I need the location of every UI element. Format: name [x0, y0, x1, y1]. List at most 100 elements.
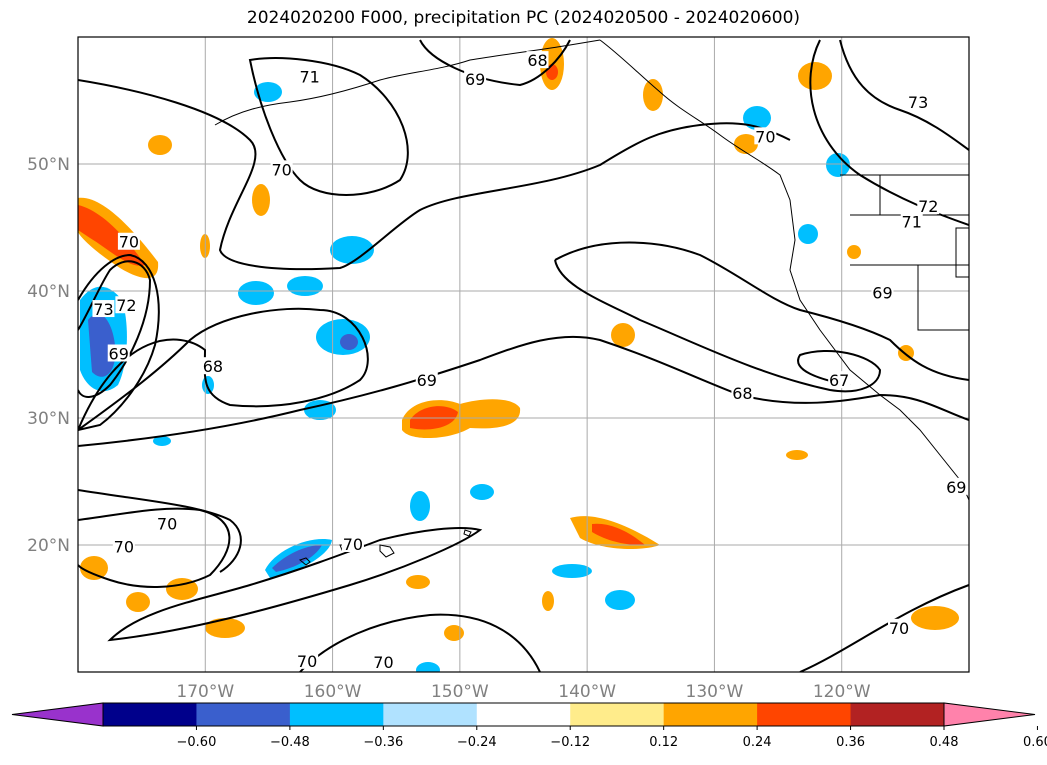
lon-tick-label: 150°W — [431, 682, 489, 702]
negative-precip-area — [272, 545, 322, 572]
colorbar-tick-label: 0.36 — [836, 735, 865, 750]
contour-lines — [78, 39, 969, 672]
contour-label: 72 — [116, 296, 136, 315]
contour-label-bg — [112, 537, 135, 555]
contour-label-bg — [887, 618, 910, 636]
positive-precip-area — [406, 575, 430, 589]
colorbar-segment — [570, 703, 665, 726]
negative-precip-area — [202, 376, 214, 394]
colorbar: −0.60 −0.48 −0.36 −0.24 −0.12 0.12 0.24 0.36 0.4… — [11, 702, 1047, 750]
contour-label: 69 — [417, 371, 437, 390]
colorbar-tick-label: 0.24 — [743, 735, 772, 750]
colorbar-tick-label: −0.60 — [177, 735, 217, 750]
axis-labels: 170°W 160°W 150°W 140°W 130°W 120°W 20°N 30°N 40… — [27, 155, 871, 702]
colorbar-extend-max — [943, 702, 1036, 727]
contour-label: 70 — [297, 652, 317, 671]
contour-label-bg — [117, 232, 140, 250]
negative-precip-area — [416, 662, 440, 672]
lat-tick-label: 40°N — [27, 282, 70, 302]
colorbar-segment — [103, 703, 197, 726]
contour-label: 70 — [343, 535, 363, 554]
contour-label-bg — [201, 357, 224, 375]
colorbar-segment — [196, 703, 291, 726]
colorbar-tick-label: −0.24 — [457, 735, 497, 750]
coastlines — [214, 39, 969, 566]
positive-precip-area — [592, 523, 645, 546]
negative-precip-area — [605, 590, 635, 610]
negative-precip-area — [552, 564, 592, 578]
contour-label-bg — [270, 160, 293, 178]
colorbar-tick-label: 0.48 — [930, 735, 959, 750]
contour-label: 70 — [889, 619, 909, 638]
contour-label: 70 — [271, 160, 291, 179]
lat-tick-label: 50°N — [27, 155, 70, 175]
contour-label: 69 — [872, 284, 892, 303]
colorbar-tick-label: −0.36 — [363, 735, 403, 750]
contour-label-bg — [917, 197, 940, 215]
contour-label-bg — [298, 67, 321, 85]
contour-label: 70 — [157, 515, 177, 534]
lat-tick-label: 20°N — [27, 536, 70, 556]
negative-precip-area — [798, 224, 818, 244]
colorbar-segment — [383, 703, 478, 726]
positive-precip-area — [252, 184, 270, 216]
colorbar-tick-label: −0.12 — [550, 735, 590, 750]
positive-precip-area — [911, 606, 959, 630]
contour-label: 68 — [527, 51, 547, 70]
contour-label-bg — [372, 653, 395, 671]
contour-label-bg — [907, 93, 930, 111]
contour-label-bg — [464, 70, 487, 88]
colorbar-tick-label: −0.48 — [270, 735, 310, 750]
positive-precip-area — [786, 450, 808, 460]
contour-label-bg — [945, 477, 968, 495]
lon-tick-label: 140°W — [558, 682, 616, 702]
colorbar-tick-label: 0.60 — [1023, 735, 1047, 750]
negative-precip-area — [743, 106, 771, 130]
contour-label-bg — [871, 283, 894, 301]
lon-tick-label: 160°W — [304, 682, 362, 702]
negative-precip-area — [470, 484, 494, 500]
map-frame — [77, 36, 970, 673]
lon-tick-label: 130°W — [686, 682, 744, 702]
positive-precip-area — [643, 79, 663, 111]
colorbar-segment — [663, 703, 758, 726]
contour-label-bg — [526, 51, 549, 69]
colorbar-segment — [289, 703, 384, 726]
contour-label: 70 — [373, 653, 393, 672]
negative-precip-area — [304, 400, 336, 420]
contour-label-bg — [341, 535, 364, 552]
contour-label: 69 — [109, 345, 129, 364]
contour-label: 69 — [946, 478, 966, 497]
positive-precip-area — [847, 245, 861, 259]
colorbar-segment — [757, 703, 852, 726]
contour-label-bg — [754, 127, 777, 145]
contour-label: 70 — [114, 538, 134, 557]
positive-precip-area — [78, 205, 145, 266]
contour-label-bg — [156, 514, 179, 532]
contour-label: 71 — [299, 68, 319, 87]
contour-label: 70 — [755, 127, 775, 146]
contour-label-bg — [415, 371, 438, 389]
positive-precip-area — [126, 592, 150, 612]
positive-precip-area — [148, 135, 172, 155]
negative-precip-area — [153, 436, 171, 446]
colorbar-tick-label: 0.12 — [649, 735, 678, 750]
lat-tick-label: 30°N — [27, 409, 70, 429]
contour-label: 71 — [902, 212, 922, 231]
contour-label-bg — [92, 300, 115, 318]
colorbar-segment — [476, 703, 571, 726]
negative-precip-area — [287, 276, 323, 296]
contour-label: 73 — [93, 300, 113, 319]
contour-label: 70 — [119, 233, 139, 252]
contour-label: 67 — [829, 371, 849, 390]
contour-label-bg — [900, 212, 923, 230]
contour-label-bg — [115, 296, 138, 314]
positive-precip-area — [542, 591, 554, 611]
positive-precip-area — [444, 625, 464, 641]
contour-label: 73 — [908, 93, 928, 112]
chart-title: 2024020200 F000, precipitation PC (20240… — [246, 8, 801, 28]
contour-label-bg — [107, 344, 130, 362]
positive-precip-area — [80, 556, 108, 580]
lon-tick-label: 120°W — [813, 682, 871, 702]
